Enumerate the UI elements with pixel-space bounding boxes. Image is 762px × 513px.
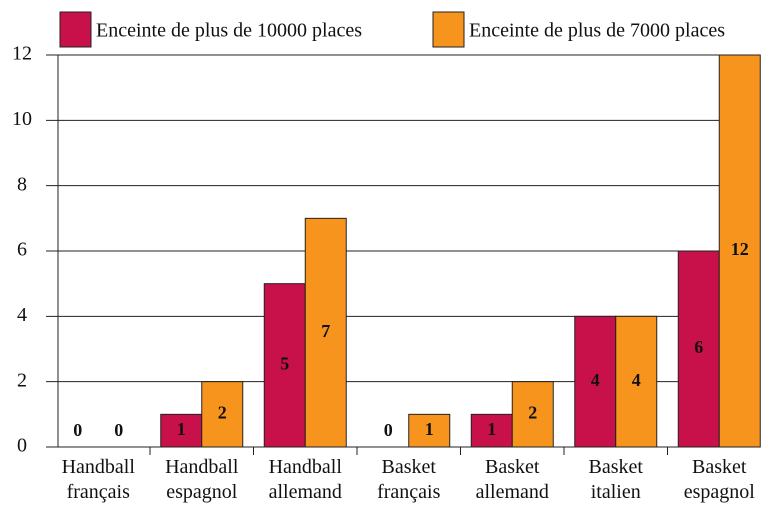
x-tick-label: Handball allemand xyxy=(268,456,342,503)
y-tick-label: 12 xyxy=(12,43,32,65)
bar xyxy=(263,283,306,448)
x-tick-label: Handball espagnol xyxy=(165,456,239,503)
x-tick-label: Basket italien xyxy=(588,456,643,503)
bar xyxy=(304,217,347,448)
y-tick-label: 6 xyxy=(17,239,27,261)
value-label: 1 xyxy=(177,419,186,439)
x-tick-label: Handball français xyxy=(61,456,135,503)
y-tick-label: 10 xyxy=(12,108,32,130)
value-label: 2 xyxy=(218,402,227,422)
legend-label: Enceinte de plus de 7000 places xyxy=(469,20,725,42)
value-label: 2 xyxy=(528,402,537,422)
bar xyxy=(615,315,658,448)
bar xyxy=(201,381,244,448)
x-tick-label: Basket allemand xyxy=(475,456,549,503)
value-label: 0 xyxy=(73,420,82,440)
x-tick-label: Basket espagnol xyxy=(683,456,755,503)
y-tick-label: 4 xyxy=(17,304,27,326)
value-label: 1 xyxy=(425,419,434,439)
bar xyxy=(574,315,617,448)
bar xyxy=(677,250,720,448)
x-tick-label: Basket français xyxy=(377,456,441,503)
legend-label: Enceinte de plus de 10000 places xyxy=(96,20,362,42)
value-label: 4 xyxy=(591,370,600,390)
value-label: 12 xyxy=(731,239,749,259)
bar xyxy=(511,381,554,448)
value-label: 7 xyxy=(321,321,330,341)
bar xyxy=(470,413,513,448)
value-label: 1 xyxy=(487,419,496,439)
value-label: 4 xyxy=(632,370,641,390)
legend-swatch xyxy=(59,11,92,48)
bar xyxy=(408,413,451,448)
value-label: 5 xyxy=(280,353,289,373)
y-tick-label: 8 xyxy=(17,173,27,195)
y-tick-label: 2 xyxy=(17,369,27,391)
bar xyxy=(718,54,761,448)
legend-swatch xyxy=(432,11,465,48)
value-label: 6 xyxy=(694,337,703,357)
value-label: 0 xyxy=(384,420,393,440)
value-label: 0 xyxy=(114,420,123,440)
y-tick-label: 0 xyxy=(17,435,27,457)
